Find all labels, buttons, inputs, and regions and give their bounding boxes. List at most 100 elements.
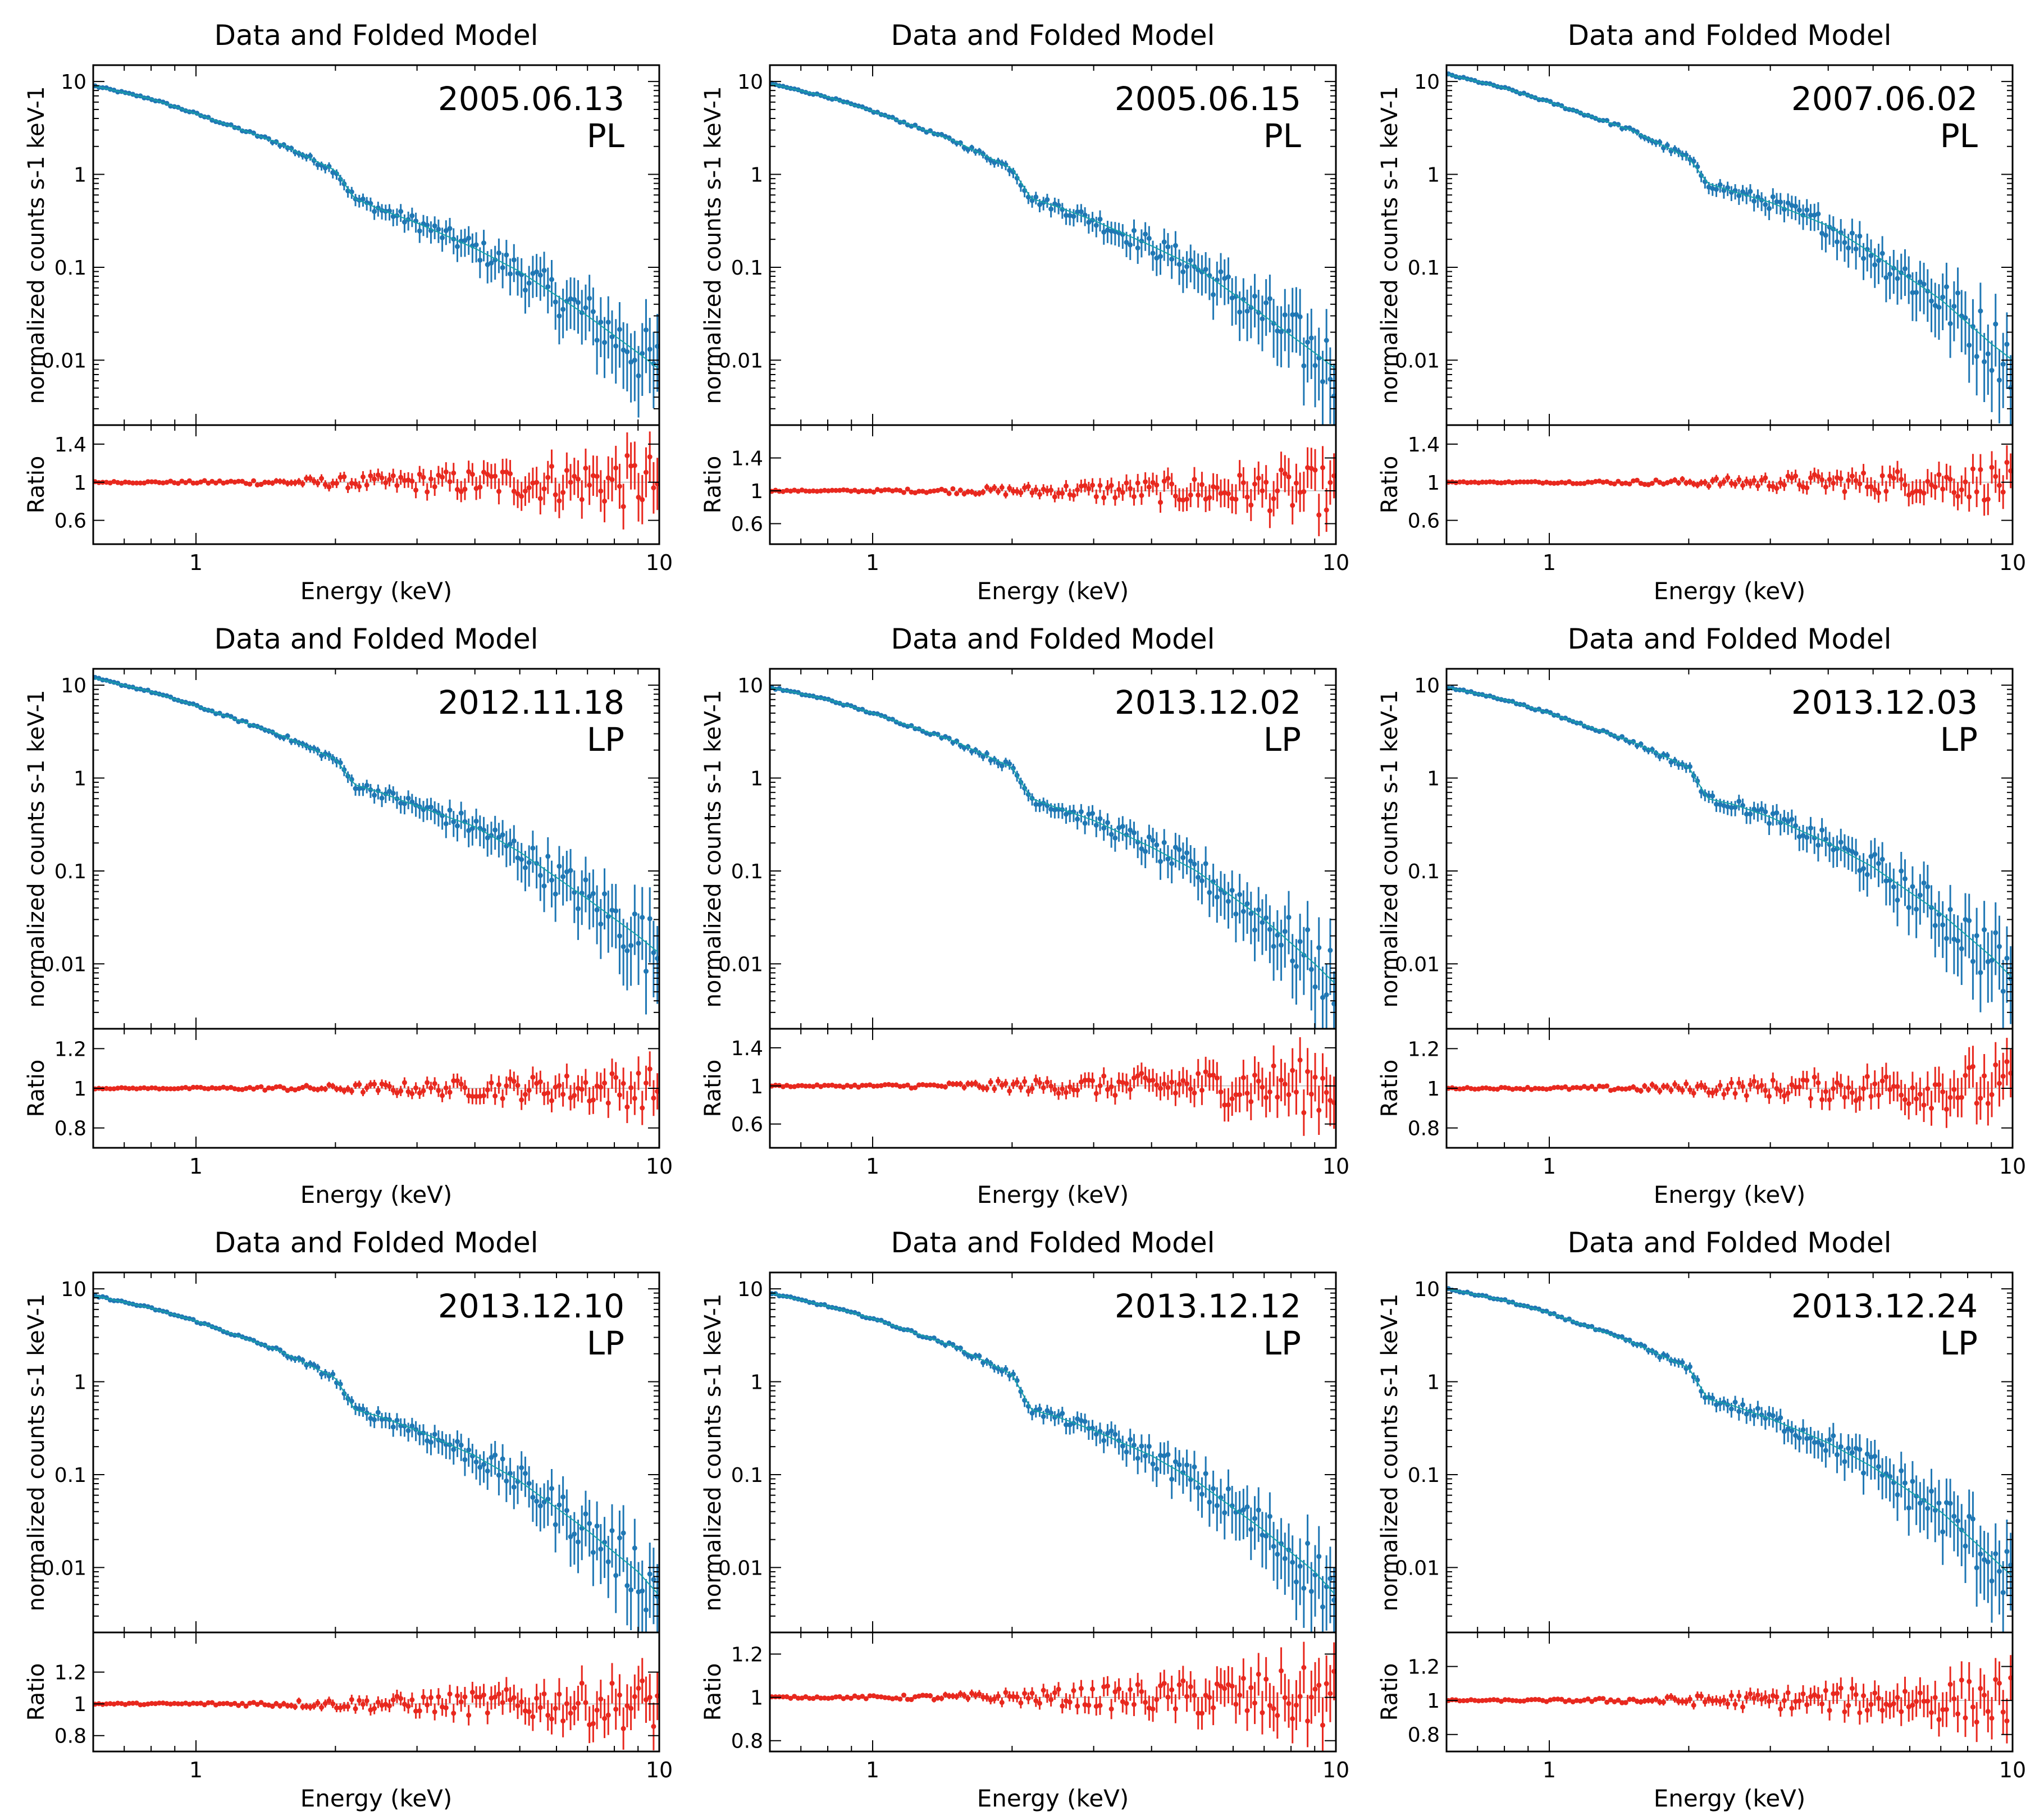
ratio-point bbox=[1925, 1086, 1931, 1092]
ratio-point bbox=[349, 481, 354, 486]
spectrum-point bbox=[1748, 811, 1753, 817]
spectrum-point bbox=[605, 320, 611, 325]
spectrum-point bbox=[1857, 233, 1863, 239]
ratio-point bbox=[1495, 1087, 1500, 1092]
y-tick-label: 10 bbox=[737, 71, 763, 94]
ratio-point bbox=[1906, 492, 1911, 498]
spectrum-point bbox=[1872, 262, 1878, 268]
spectrum-point bbox=[609, 334, 615, 340]
ratio-point bbox=[515, 1083, 521, 1088]
spectrum-point bbox=[549, 877, 554, 883]
ratio-point bbox=[973, 491, 978, 496]
ratio-point bbox=[1974, 489, 1979, 495]
spectrum-point bbox=[473, 818, 479, 824]
spectrum-point bbox=[594, 337, 600, 343]
spectrum-point bbox=[372, 1417, 377, 1422]
ratio-point bbox=[950, 486, 956, 491]
spectrum-point bbox=[1086, 811, 1092, 817]
ratio-point bbox=[965, 1081, 971, 1087]
ratio-point bbox=[1642, 1083, 1648, 1089]
ratio-point bbox=[1048, 1083, 1054, 1089]
ratio-axis-label: Ratio bbox=[1377, 1060, 1403, 1117]
spectrum-point bbox=[632, 357, 637, 363]
ratio-point bbox=[537, 1079, 543, 1084]
ratio-point bbox=[519, 494, 524, 499]
ratio-point bbox=[901, 490, 907, 495]
spectrum-point bbox=[1932, 303, 1938, 308]
ratio-point bbox=[190, 1700, 196, 1706]
spectrum-point bbox=[1093, 222, 1099, 228]
ratio-point bbox=[640, 1105, 645, 1111]
ratio-point bbox=[372, 1082, 377, 1087]
ratio-point bbox=[1985, 496, 1991, 502]
spectrum-point bbox=[1240, 909, 1246, 914]
ratio-point bbox=[837, 487, 842, 493]
ratio-point bbox=[206, 1700, 211, 1705]
spectrum-point bbox=[473, 242, 479, 248]
spectrum-point bbox=[451, 1447, 457, 1452]
ratio-point bbox=[605, 1100, 611, 1106]
ratio-point bbox=[1282, 1082, 1288, 1087]
spectrum-point bbox=[1203, 861, 1208, 866]
ratio-point bbox=[451, 470, 457, 476]
ratio-point bbox=[360, 474, 366, 480]
ratio-point bbox=[818, 488, 824, 494]
ratio-point bbox=[549, 463, 554, 469]
spectrum-point bbox=[1308, 335, 1314, 341]
ratio-point bbox=[485, 472, 490, 477]
ratio-point bbox=[322, 1701, 328, 1707]
ratio-point bbox=[1143, 1075, 1148, 1080]
ratio-point bbox=[1672, 1082, 1678, 1087]
ratio-point bbox=[357, 1698, 362, 1703]
spectrum-point bbox=[1940, 294, 1946, 300]
ratio-point bbox=[1176, 1082, 1182, 1087]
spectrum-point bbox=[1316, 945, 1322, 951]
ratio-point bbox=[1812, 472, 1817, 477]
ratio-point bbox=[1970, 1064, 1975, 1069]
panel-title: Data and Folded Model bbox=[215, 19, 539, 52]
ratio-point bbox=[1876, 490, 1881, 496]
ratio-point bbox=[353, 1706, 358, 1712]
ratio-point bbox=[1165, 1085, 1171, 1091]
spectrum-point bbox=[598, 320, 604, 325]
ratio-point bbox=[822, 1083, 827, 1088]
ratio-tick-label: 1 bbox=[1427, 1078, 1440, 1101]
ratio-tick-label: 1 bbox=[74, 1078, 86, 1101]
ratio-point bbox=[1244, 494, 1250, 500]
spectrum-point bbox=[515, 855, 521, 861]
spectrum-point bbox=[1218, 269, 1224, 275]
ratio-point bbox=[825, 488, 831, 494]
ratio-point bbox=[1996, 1080, 2002, 1086]
ratio-point bbox=[330, 1701, 336, 1707]
ratio-point bbox=[413, 487, 419, 493]
spectrum-point bbox=[549, 1486, 554, 1491]
ratio-point bbox=[1672, 477, 1678, 483]
ratio-point bbox=[1308, 466, 1314, 471]
spectrum-point bbox=[1906, 905, 1911, 910]
ratio-point bbox=[1135, 1073, 1140, 1079]
ratio-point bbox=[236, 1703, 241, 1708]
ratio-point bbox=[1146, 484, 1152, 490]
ratio-point bbox=[372, 476, 377, 482]
ratio-point bbox=[232, 480, 238, 485]
ratio-point bbox=[1668, 1087, 1674, 1093]
ratio-point bbox=[1808, 1096, 1813, 1101]
spectrum-point bbox=[440, 235, 445, 240]
ratio-point bbox=[500, 469, 505, 475]
ratio-point bbox=[206, 480, 211, 486]
ratio-point bbox=[1090, 1078, 1096, 1083]
model-name: LP bbox=[1940, 720, 1978, 759]
ratio-point bbox=[643, 1080, 649, 1086]
ratio-point bbox=[1256, 475, 1261, 481]
panel-6: Data and Folded Model 1 10 Energy (keV) 10 1 0… bbox=[1377, 623, 2026, 1208]
ratio-point bbox=[1093, 1091, 1099, 1096]
spectrum-point bbox=[364, 783, 369, 788]
ratio-point bbox=[1600, 1084, 1606, 1089]
x-tick-label: 1 bbox=[1543, 1154, 1556, 1179]
ratio-point bbox=[232, 1086, 238, 1092]
spectrum-point bbox=[1955, 938, 1961, 943]
ratio-point bbox=[134, 480, 139, 486]
ratio-point bbox=[1048, 487, 1054, 493]
ratio-point bbox=[379, 475, 385, 481]
ratio-point bbox=[833, 487, 839, 493]
